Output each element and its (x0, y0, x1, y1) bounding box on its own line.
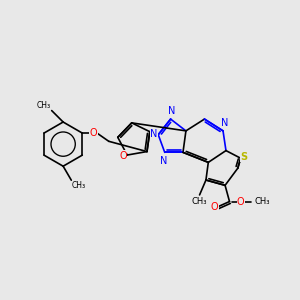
Text: N: N (221, 118, 229, 128)
Text: CH₃: CH₃ (72, 182, 86, 190)
Text: N: N (167, 106, 175, 116)
Text: O: O (90, 128, 97, 138)
Text: CH₃: CH₃ (191, 197, 207, 206)
Text: O: O (119, 151, 127, 160)
Text: O: O (211, 202, 219, 212)
Text: S: S (241, 152, 248, 162)
Text: N: N (150, 129, 158, 139)
Text: CH₃: CH₃ (37, 100, 51, 109)
Text: N: N (160, 156, 167, 166)
Text: CH₃: CH₃ (254, 197, 270, 206)
Text: O: O (237, 196, 244, 206)
